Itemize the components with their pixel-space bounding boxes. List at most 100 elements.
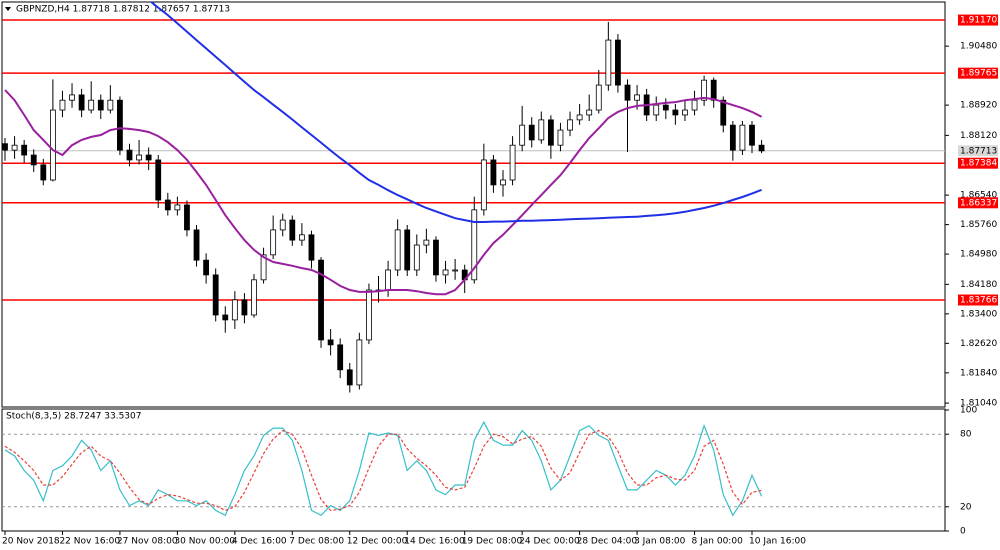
- x-tick-label: 20 Nov 2018: [2, 537, 60, 547]
- y-tick-label: 1.84180: [960, 280, 997, 290]
- y-tick-label: 1.88120: [960, 131, 997, 141]
- x-tick-label: 30 Nov 00:00: [174, 537, 235, 547]
- y-tick-label: 80: [960, 430, 972, 440]
- menu-arrow: [5, 7, 11, 11]
- stoch-plot: [2, 420, 945, 517]
- candle-body: [11, 144, 18, 151]
- level-tag-label: 1.91170: [960, 16, 997, 26]
- x-tick-label: 3 Jan 08:00: [634, 537, 686, 547]
- moving-average: [4, 89, 763, 296]
- candle-body: [394, 229, 401, 271]
- candle-body: [117, 99, 123, 151]
- candle-body: [184, 204, 190, 231]
- candle-body: [270, 229, 277, 256]
- candle-body: [576, 114, 583, 121]
- candle-body: [739, 124, 746, 151]
- candle-body: [251, 279, 257, 316]
- candle-body: [471, 209, 478, 281]
- candle-body: [260, 254, 267, 281]
- y-tick-label: 1.81840: [960, 368, 997, 378]
- y-tick-label: 100: [960, 406, 977, 416]
- candle-body: [337, 344, 344, 371]
- candle-body: [155, 159, 162, 201]
- candle-body: [21, 144, 28, 156]
- moving-average: [149, 2, 762, 223]
- candle-body: [366, 289, 372, 341]
- y-tick-label: 1.85760: [960, 220, 997, 230]
- price-plot: [2, 2, 945, 393]
- candle-body: [30, 154, 37, 166]
- candle-body: [490, 159, 497, 186]
- candle-body: [433, 239, 439, 276]
- candle-body: [567, 119, 573, 131]
- candle-body: [720, 99, 727, 126]
- candle-body: [528, 124, 535, 141]
- candle-body: [509, 144, 516, 181]
- candle-body: [222, 314, 229, 321]
- candle-body: [241, 299, 248, 316]
- candle-body: [413, 244, 420, 271]
- candle-body: [2, 143, 8, 151]
- candle-body: [404, 229, 411, 271]
- candle-body: [662, 104, 669, 111]
- candle-body: [69, 94, 75, 101]
- candle-body: [88, 99, 95, 111]
- axes: 1.90480 1.88920 1.88120 1.86540 1.85760 1.849…: [2, 14, 998, 547]
- candle-body: [346, 369, 353, 386]
- y-tick-label: 1.90480: [960, 42, 997, 52]
- candle-body: [586, 109, 593, 116]
- candle-body: [327, 339, 334, 346]
- candle-body: [710, 79, 717, 101]
- candle-body: [231, 299, 238, 321]
- y-tick-label: 1.88920: [960, 101, 997, 111]
- candle-body: [729, 124, 736, 151]
- x-tick-label: 12 Dec 00:00: [347, 537, 408, 547]
- level-tag-label: 1.86337: [960, 198, 997, 208]
- x-tick-label: 7 Dec 08:00: [289, 537, 344, 547]
- x-tick-label: 14 Dec 16:00: [404, 537, 465, 547]
- candle-body: [595, 84, 602, 111]
- x-tick-label: 28 Dec 04:00: [577, 537, 638, 547]
- y-tick-label: 1.84980: [960, 250, 997, 260]
- candle-body: [289, 219, 296, 241]
- indicator-title: Stoch(8,3,5) 28.7247 33.5307: [6, 412, 141, 422]
- candle-body: [49, 109, 56, 181]
- candle-body: [624, 84, 631, 101]
- candle-body: [758, 144, 765, 152]
- candle-body: [452, 269, 459, 272]
- candle-body: [308, 234, 315, 261]
- x-tick-label: 19 Dec 08:00: [462, 537, 523, 547]
- candle-body: [701, 79, 708, 101]
- candle-body: [174, 204, 181, 211]
- y-tick-label: 1.86540: [960, 191, 997, 201]
- candle-body: [538, 119, 545, 141]
- level-tag-label: 1.89765: [960, 69, 997, 79]
- candle-body: [519, 124, 526, 146]
- x-tick-label: 10 Jan 16:00: [749, 537, 806, 547]
- candle-body: [203, 259, 210, 276]
- x-tick-label: 27 Nov 08:00: [117, 537, 178, 547]
- candle-body: [615, 39, 621, 86]
- x-tick-label: 22 Nov 16:00: [59, 537, 120, 547]
- candle-body: [97, 99, 104, 111]
- candle-body: [653, 104, 660, 116]
- indicator-line: [4, 429, 762, 512]
- candle-body: [749, 124, 755, 146]
- candle-body: [78, 94, 85, 111]
- indicator-line: [4, 420, 763, 517]
- candle-body: [672, 109, 679, 116]
- candle-body: [193, 229, 200, 261]
- y-tick-label: 20: [960, 502, 972, 512]
- y-tick-label: 1.83400: [960, 309, 997, 319]
- candle-body: [634, 94, 640, 101]
- candle-body: [691, 99, 698, 111]
- candle-body: [145, 154, 152, 161]
- y-tick-label: 1.82620: [960, 339, 997, 349]
- level-tag: [958, 294, 998, 306]
- candle-body: [40, 164, 47, 181]
- level-tag: [958, 197, 998, 209]
- y-tick-label: 1.81040: [960, 399, 997, 409]
- main-panel: [1, 1, 946, 408]
- price-tag-label: 1.87713: [960, 146, 997, 156]
